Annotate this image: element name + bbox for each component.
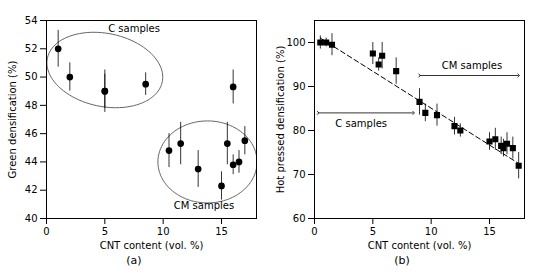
svg-text:48: 48: [25, 100, 38, 111]
svg-text:15: 15: [215, 226, 228, 237]
svg-text:40: 40: [25, 213, 38, 224]
svg-text:10: 10: [425, 226, 438, 237]
svg-text:10: 10: [157, 226, 170, 237]
svg-text:52: 52: [25, 43, 38, 54]
svg-text:CNT content (vol. %): CNT content (vol. %): [368, 240, 472, 251]
svg-text:Green densification (%): Green densification (%): [7, 60, 18, 178]
svg-text:C samples: C samples: [108, 23, 160, 34]
svg-text:5: 5: [370, 226, 376, 237]
svg-text:0: 0: [311, 226, 317, 237]
svg-text:46: 46: [25, 128, 38, 139]
svg-text:CNT content (vol. %): CNT content (vol. %): [100, 240, 204, 251]
svg-text:54: 54: [25, 15, 38, 26]
svg-text:5: 5: [102, 226, 108, 237]
svg-text:100: 100: [286, 37, 305, 48]
html-text:(a): (a): [126, 254, 142, 267]
svg-text:50: 50: [25, 71, 38, 82]
svg-text:60: 60: [293, 213, 306, 224]
svg-text:90: 90: [293, 81, 306, 92]
svg-text:Hot pressed densification (%): Hot pressed densification (%): [275, 46, 286, 194]
html-text:(b): (b): [394, 254, 410, 267]
svg-text:CM samples: CM samples: [174, 200, 234, 211]
svg-text:80: 80: [293, 125, 306, 136]
svg-text:C samples: C samples: [335, 118, 387, 129]
svg-text:CM samples: CM samples: [442, 60, 502, 71]
svg-text:15: 15: [483, 226, 496, 237]
svg-text:44: 44: [25, 156, 38, 167]
svg-text:0: 0: [43, 226, 49, 237]
svg-text:70: 70: [293, 169, 306, 180]
svg-text:42: 42: [25, 184, 38, 195]
